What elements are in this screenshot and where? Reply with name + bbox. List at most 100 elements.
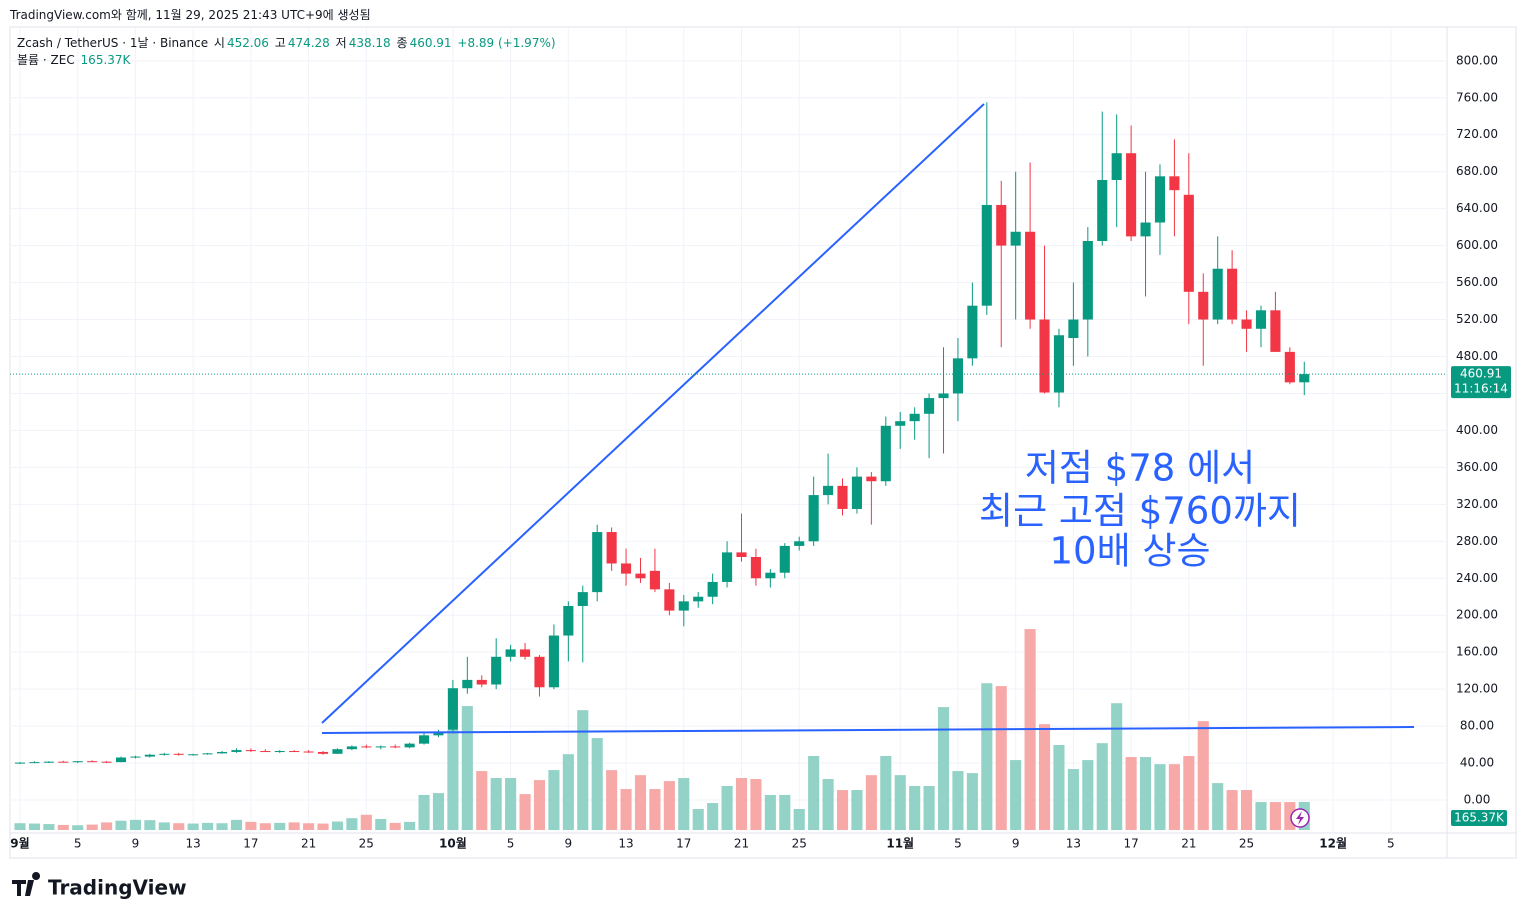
- volume-bar: [937, 707, 950, 830]
- volume-bar: [447, 730, 459, 830]
- volume-bar: [317, 823, 329, 830]
- volume-pane: [14, 629, 1310, 830]
- candle-body: [924, 398, 935, 414]
- volume-bar: [548, 770, 560, 830]
- candle-body: [43, 761, 54, 763]
- y-tick-label: 160.00: [1456, 645, 1498, 659]
- candle-body: [1097, 180, 1108, 241]
- volume-bar: [418, 794, 430, 830]
- legend-label: 고: [274, 36, 286, 50]
- volume-bar: [836, 790, 849, 830]
- volume-bar: [577, 710, 589, 830]
- volume-bar: [158, 822, 170, 830]
- candle-body: [390, 746, 401, 748]
- x-tick-label: 17: [676, 837, 691, 851]
- candle-body: [29, 762, 40, 764]
- candle-body: [375, 746, 386, 748]
- candle-body: [519, 649, 531, 657]
- volume-bar: [375, 818, 387, 830]
- volume-bar: [1255, 802, 1267, 830]
- volume-bar: [1269, 802, 1281, 830]
- volume-bar: [274, 822, 286, 830]
- x-tick-label: 9: [1012, 837, 1020, 851]
- volume-bar: [764, 794, 776, 830]
- annotation-text: 10배 상승: [1050, 530, 1211, 573]
- candle-body: [1082, 240, 1093, 320]
- candle-body: [1154, 176, 1166, 223]
- y-tick-label: 0.00: [1464, 793, 1491, 807]
- volume-bar: [721, 785, 733, 830]
- x-tick-label: 12월: [1319, 836, 1347, 851]
- candle-body: [216, 751, 228, 754]
- legend-value: 452.06: [226, 36, 269, 50]
- candle-body: [1025, 231, 1036, 320]
- candle-body: [1198, 291, 1209, 320]
- volume-bar: [86, 824, 98, 830]
- support-line: [321, 726, 1415, 734]
- y-tick-label: 120.00: [1456, 682, 1498, 696]
- y-tick-label: 480.00: [1456, 349, 1498, 363]
- candle-body: [534, 656, 545, 688]
- candle-body: [462, 679, 473, 689]
- candle-body: [361, 746, 372, 748]
- volume-bar: [1010, 760, 1022, 830]
- candle-body: [548, 635, 559, 688]
- x-tick-label: 5: [954, 837, 962, 851]
- candle-body: [1111, 153, 1122, 181]
- x-tick-label: 21: [1181, 837, 1196, 851]
- y-tick-label: 280.00: [1456, 534, 1498, 548]
- volume-bar: [620, 789, 632, 830]
- volume-bar: [606, 770, 618, 830]
- volume-bar: [461, 706, 473, 830]
- candle-body: [707, 581, 718, 597]
- candle-body: [115, 757, 127, 763]
- volume-bar: [187, 823, 199, 830]
- candle-body: [173, 753, 184, 755]
- volume-bar: [923, 785, 935, 830]
- legend-value: 474.28: [287, 36, 330, 50]
- y-tick-label: 520.00: [1456, 312, 1498, 326]
- candle-body: [996, 204, 1007, 246]
- candle-body: [476, 679, 487, 685]
- volume-bar: [591, 738, 603, 830]
- y-tick-label: 400.00: [1456, 423, 1498, 437]
- volume-bar: [432, 793, 445, 830]
- candle-body: [1299, 374, 1310, 383]
- countdown: 11:16:14: [1454, 382, 1508, 396]
- candle-body: [722, 552, 733, 582]
- candle-body: [577, 592, 588, 606]
- volume-bar: [28, 823, 40, 830]
- x-tick-label: 9: [132, 837, 140, 851]
- volume-bar: [360, 814, 372, 830]
- candle-body: [1140, 222, 1151, 237]
- candle-body: [1270, 310, 1281, 352]
- volume-bar: [779, 794, 791, 830]
- x-tick-label: 21: [301, 837, 316, 851]
- volume-bar: [230, 819, 243, 830]
- volume-bar: [1154, 764, 1166, 830]
- candle-body: [1039, 319, 1050, 393]
- candle-body: [58, 761, 69, 763]
- volume-bar: [259, 823, 271, 830]
- volume-bar: [389, 822, 401, 830]
- volume-bar: [865, 775, 877, 830]
- candle-body: [967, 305, 978, 359]
- candle-body: [72, 761, 83, 763]
- volume-legend: 볼륨 · ZEC 165.37K: [17, 51, 132, 68]
- volume-bar: [663, 781, 675, 830]
- candle-body: [274, 751, 285, 753]
- candle-body: [1169, 176, 1180, 191]
- candle-body: [159, 753, 170, 755]
- volume-bar: [678, 778, 690, 830]
- candle-body: [87, 761, 98, 763]
- volume-bar: [1226, 790, 1238, 830]
- volume-bar: [476, 771, 488, 830]
- candle-body: [144, 754, 155, 757]
- candle-body: [433, 732, 444, 736]
- candle-body: [909, 413, 920, 422]
- trend-line: [321, 103, 985, 724]
- candle-body: [188, 754, 199, 756]
- candle-body: [880, 425, 891, 482]
- candle-body: [1212, 268, 1223, 320]
